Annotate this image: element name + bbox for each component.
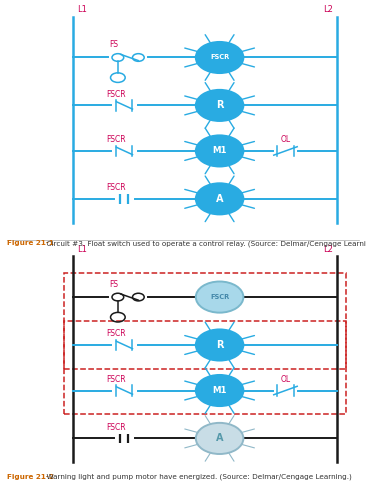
Text: FSCR: FSCR — [106, 135, 126, 144]
Text: FSCR: FSCR — [106, 375, 126, 384]
Text: Circuit #3. Float switch used to operate a control relay. (Source: Delmar/Cengag: Circuit #3. Float switch used to operate… — [42, 240, 366, 246]
Text: L1: L1 — [77, 5, 87, 15]
Text: L2: L2 — [323, 5, 333, 15]
Text: L1: L1 — [77, 245, 87, 254]
Text: R: R — [216, 340, 223, 350]
Text: R: R — [216, 100, 223, 110]
Text: A: A — [216, 434, 223, 443]
Text: FSCR: FSCR — [210, 55, 229, 60]
Text: OL: OL — [281, 375, 291, 384]
Text: FS: FS — [109, 40, 118, 49]
Text: FSCR: FSCR — [106, 183, 126, 192]
Circle shape — [196, 375, 243, 406]
Text: A: A — [216, 194, 223, 204]
Circle shape — [196, 423, 243, 454]
Text: FSCR: FSCR — [106, 90, 126, 99]
Bar — [64, 273, 346, 369]
Text: FSCR: FSCR — [106, 423, 126, 432]
Text: FSCR: FSCR — [106, 329, 126, 338]
Text: Figure 21-1: Figure 21-1 — [7, 240, 54, 246]
Text: Figure 21-2: Figure 21-2 — [7, 474, 54, 480]
Circle shape — [196, 330, 243, 361]
Text: L2: L2 — [323, 245, 333, 254]
Circle shape — [196, 136, 243, 166]
Circle shape — [196, 90, 243, 121]
Bar — [64, 321, 346, 414]
Text: OL: OL — [281, 135, 291, 144]
Text: FSCR: FSCR — [210, 294, 229, 300]
Text: M1: M1 — [212, 147, 227, 155]
Text: FS: FS — [109, 280, 118, 288]
Text: M1: M1 — [212, 386, 227, 395]
Circle shape — [196, 183, 243, 214]
Text: Warning light and pump motor have energized. (Source: Delmar/Cengage Learning.): Warning light and pump motor have energi… — [42, 474, 352, 480]
Circle shape — [196, 282, 243, 313]
Circle shape — [196, 42, 243, 73]
